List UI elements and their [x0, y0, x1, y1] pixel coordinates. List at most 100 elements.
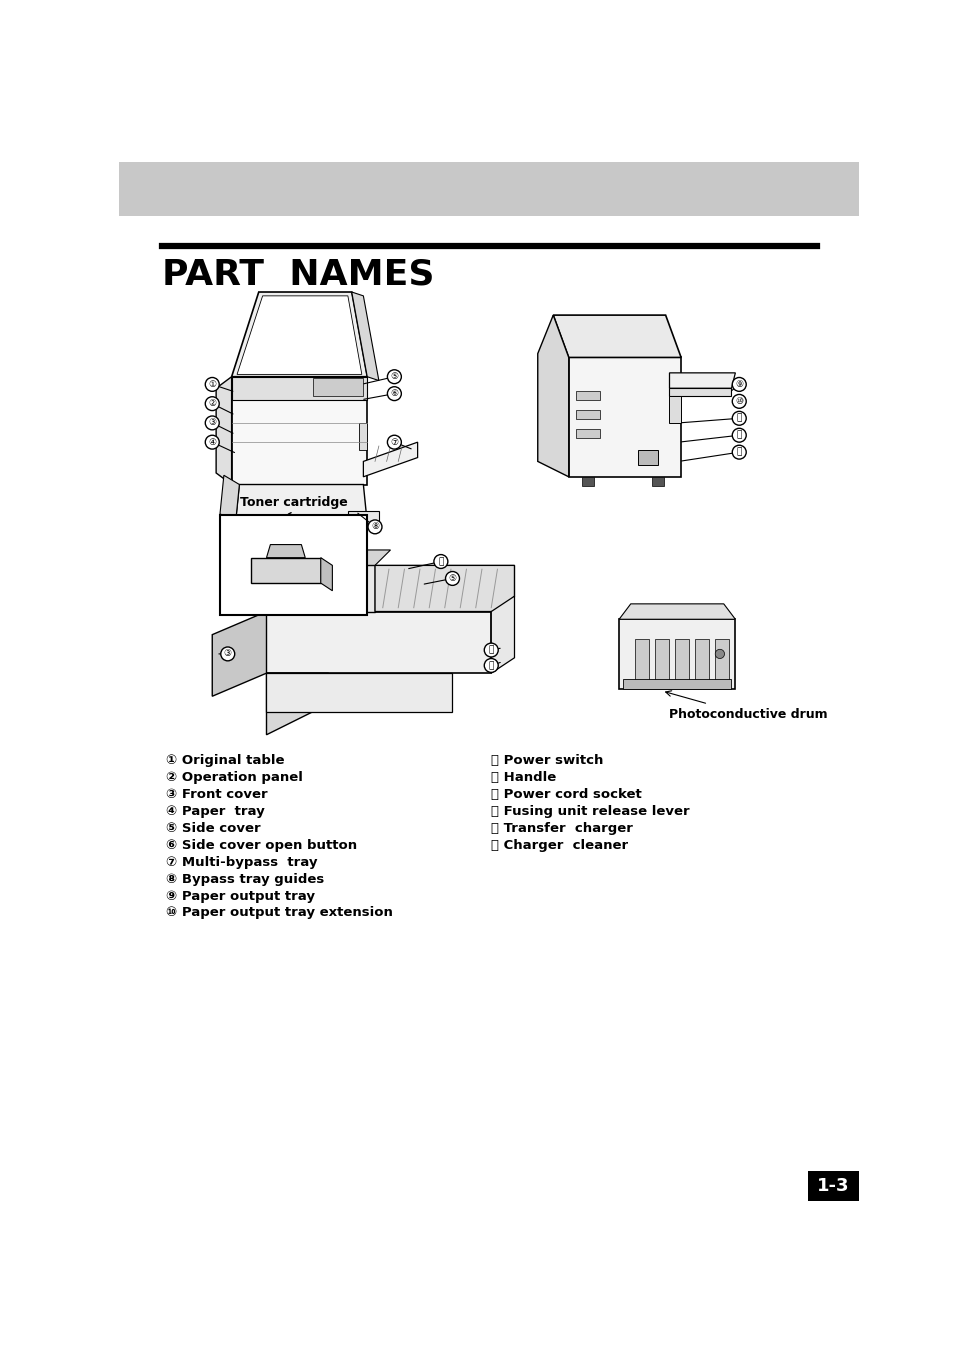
- Circle shape: [434, 554, 447, 568]
- Text: ⑪: ⑪: [736, 414, 741, 422]
- Circle shape: [732, 428, 745, 442]
- Circle shape: [732, 378, 745, 391]
- Text: Toner cartridge: Toner cartridge: [239, 496, 347, 509]
- Bar: [220, 515, 367, 615]
- Text: PART  NAMES: PART NAMES: [162, 258, 434, 291]
- Text: ⑭: ⑭: [437, 557, 443, 567]
- Circle shape: [445, 572, 459, 585]
- Polygon shape: [236, 295, 361, 375]
- Polygon shape: [313, 378, 363, 397]
- Bar: [695, 638, 708, 681]
- Polygon shape: [669, 372, 735, 389]
- Polygon shape: [537, 316, 568, 476]
- Polygon shape: [251, 557, 320, 583]
- Text: ⑦ Multi-bypass  tray: ⑦ Multi-bypass tray: [166, 855, 317, 869]
- Polygon shape: [232, 291, 367, 376]
- Text: ⑮ Transfer  charger: ⑮ Transfer charger: [491, 822, 633, 835]
- Text: ⑤: ⑤: [448, 573, 456, 583]
- Polygon shape: [235, 484, 367, 523]
- Text: ⑯: ⑯: [488, 661, 494, 670]
- Polygon shape: [568, 357, 680, 476]
- Text: ⑭ Fusing unit release lever: ⑭ Fusing unit release lever: [491, 805, 689, 817]
- Polygon shape: [669, 397, 680, 422]
- Polygon shape: [363, 442, 417, 476]
- Text: ⑤: ⑤: [390, 372, 398, 382]
- Polygon shape: [491, 596, 514, 673]
- Bar: [638, 449, 658, 465]
- Polygon shape: [348, 511, 378, 523]
- Polygon shape: [232, 376, 367, 399]
- Text: ⑫: ⑫: [736, 430, 741, 440]
- Bar: [622, 680, 731, 688]
- Text: ⑦: ⑦: [390, 437, 398, 447]
- Polygon shape: [266, 550, 390, 565]
- Text: ⑨ Paper output tray: ⑨ Paper output tray: [166, 889, 314, 902]
- Circle shape: [368, 519, 381, 534]
- Text: ③: ③: [208, 418, 216, 428]
- Bar: [654, 638, 668, 681]
- Circle shape: [484, 643, 497, 657]
- Text: ①: ①: [208, 380, 216, 389]
- Polygon shape: [266, 673, 452, 712]
- Polygon shape: [266, 611, 491, 673]
- Text: ②: ②: [208, 399, 216, 409]
- Circle shape: [205, 397, 219, 410]
- Polygon shape: [220, 475, 239, 523]
- Polygon shape: [320, 557, 332, 591]
- Polygon shape: [266, 545, 305, 557]
- Polygon shape: [618, 604, 735, 619]
- Polygon shape: [553, 316, 680, 357]
- Bar: [651, 476, 663, 486]
- Text: ③ Front cover: ③ Front cover: [166, 788, 267, 801]
- Polygon shape: [618, 619, 735, 688]
- Circle shape: [484, 658, 497, 672]
- Text: ⑧: ⑧: [371, 522, 378, 532]
- Polygon shape: [352, 291, 378, 380]
- Circle shape: [715, 649, 723, 658]
- Text: ④ Paper  tray: ④ Paper tray: [166, 805, 264, 817]
- Text: ⑬: ⑬: [736, 448, 741, 457]
- Text: ⑧ Bypass tray guides: ⑧ Bypass tray guides: [166, 873, 324, 885]
- Text: ⑯ Charger  cleaner: ⑯ Charger cleaner: [491, 839, 628, 851]
- Bar: [576, 410, 599, 420]
- Text: ⑪ Power switch: ⑪ Power switch: [491, 754, 603, 768]
- Text: ② Operation panel: ② Operation panel: [166, 770, 302, 784]
- Polygon shape: [212, 611, 266, 696]
- Text: ⑬ Power cord socket: ⑬ Power cord socket: [491, 788, 641, 801]
- Polygon shape: [232, 376, 367, 484]
- Circle shape: [732, 394, 745, 409]
- Circle shape: [205, 415, 219, 430]
- Circle shape: [205, 436, 219, 449]
- Bar: [715, 638, 728, 681]
- Circle shape: [732, 445, 745, 459]
- Polygon shape: [216, 376, 232, 484]
- Text: ⑫ Handle: ⑫ Handle: [491, 770, 556, 784]
- Text: ⑮: ⑮: [488, 646, 494, 654]
- Polygon shape: [359, 422, 367, 449]
- Polygon shape: [266, 673, 328, 735]
- Bar: [634, 638, 648, 681]
- Bar: [807, 1171, 858, 1201]
- Text: Photoconductive drum: Photoconductive drum: [669, 708, 827, 720]
- Bar: [576, 429, 599, 438]
- Circle shape: [220, 648, 234, 661]
- Bar: [581, 476, 594, 486]
- Polygon shape: [375, 565, 514, 611]
- Text: ① Original table: ① Original table: [166, 754, 284, 768]
- Circle shape: [205, 378, 219, 391]
- Circle shape: [387, 370, 401, 383]
- Circle shape: [387, 387, 401, 401]
- Bar: [576, 391, 599, 399]
- Text: ⑩: ⑩: [735, 397, 742, 406]
- Text: ⑥: ⑥: [390, 389, 398, 398]
- Text: ⑨: ⑨: [735, 380, 742, 389]
- Circle shape: [387, 436, 401, 449]
- Text: 1-3: 1-3: [817, 1176, 849, 1195]
- Bar: [674, 638, 688, 681]
- Text: ④: ④: [208, 437, 216, 447]
- Text: ⑩ Paper output tray extension: ⑩ Paper output tray extension: [166, 907, 393, 920]
- Text: ⑥ Side cover open button: ⑥ Side cover open button: [166, 839, 356, 851]
- Polygon shape: [669, 389, 731, 397]
- Text: ⑤ Side cover: ⑤ Side cover: [166, 822, 260, 835]
- Text: ③: ③: [223, 649, 232, 658]
